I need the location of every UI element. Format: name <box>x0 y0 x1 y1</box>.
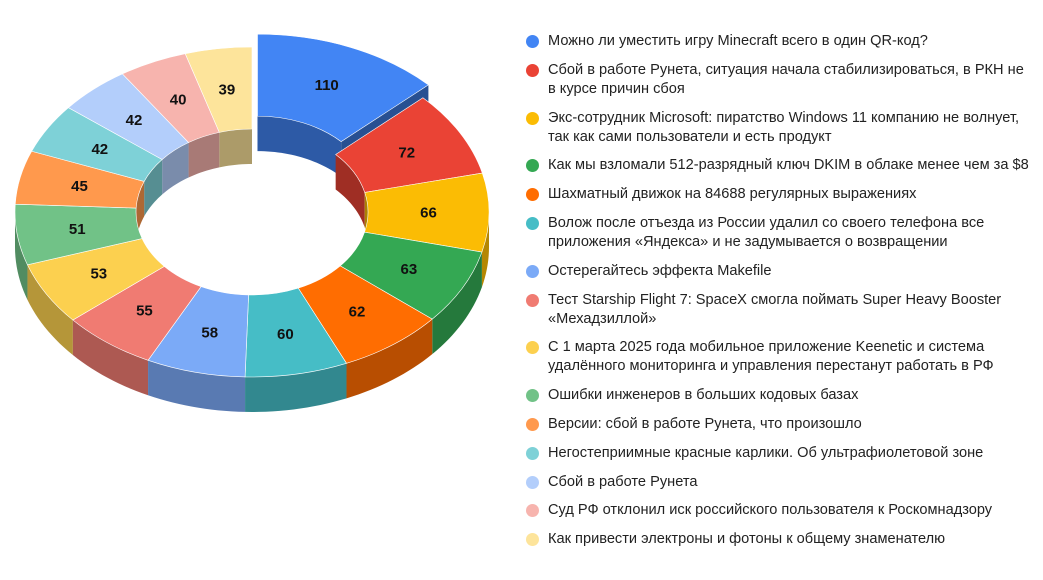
data-label-1: 110 <box>315 77 339 94</box>
slice-side-3 <box>481 212 489 288</box>
legend-label: С 1 марта 2025 года мобильное приложение… <box>548 339 994 375</box>
legend-color-swatch <box>526 504 539 518</box>
legend-color-swatch <box>526 341 539 355</box>
slice-inner-side-1 <box>257 116 342 177</box>
legend-item-2[interactable]: Сбой в работе Рунета, ситуация начала ст… <box>524 61 1034 99</box>
legend-color-swatch <box>526 264 539 278</box>
data-label-11: 45 <box>71 178 88 195</box>
data-label-15: 39 <box>219 81 236 98</box>
legend-item-13[interactable]: Сбой в работе Рунета <box>524 473 1034 492</box>
legend-label: Суд РФ отклонил иск российского пользова… <box>548 502 993 519</box>
chart-area: 110 72 66 63 62 60 58 55 53 51 45 42 42 40 39 <box>0 0 505 580</box>
legend-item-3[interactable]: Экс-сотрудник Microsoft: пиратство Windo… <box>524 109 1034 147</box>
legend-color-swatch <box>526 446 539 460</box>
legend-label: Остерегайтесь эффекта Makefile <box>548 262 772 279</box>
data-label-12: 42 <box>91 141 108 158</box>
legend-label: Версии: сбой в работе Рунета, что произо… <box>548 415 862 432</box>
data-label-5: 62 <box>349 304 366 321</box>
legend-label: Сбой в работе Рунета, ситуация начала ст… <box>548 61 1024 97</box>
slice-15[interactable] <box>184 46 253 133</box>
legend-color-swatch <box>526 159 539 173</box>
legend-item-11[interactable]: Версии: сбой в работе Рунета, что произо… <box>524 415 1034 434</box>
data-label-2: 72 <box>398 144 415 161</box>
legend-color-swatch <box>526 417 539 431</box>
chart-slice-tops <box>14 33 490 378</box>
legend-label: Тест Starship Flight 7: SpaceX смогла по… <box>548 291 1002 327</box>
data-label-9: 53 <box>90 266 107 283</box>
slice-1[interactable] <box>257 33 429 142</box>
chart-slice-sides <box>15 84 489 412</box>
chart-legend: Можно ли уместить игру Minecraft всего в… <box>524 32 1034 559</box>
legend-item-14[interactable]: Суд РФ отклонил иск российского пользова… <box>524 501 1034 520</box>
legend-color-swatch <box>526 475 539 489</box>
chart-data-labels: 110 72 66 63 62 60 58 55 53 51 45 42 42 40 39 <box>69 77 437 343</box>
legend-color-swatch <box>526 63 539 77</box>
legend-item-15[interactable]: Как привести электроны и фотоны к общему… <box>524 530 1034 549</box>
legend-label: Как привести электроны и фотоны к общему… <box>548 531 946 548</box>
data-label-13: 42 <box>126 112 143 129</box>
legend-color-swatch <box>526 293 539 307</box>
legend-item-4[interactable]: Как мы взломали 512-разрядный ключ DKIM … <box>524 156 1034 175</box>
legend-item-12[interactable]: Негостеприимные красные карлики. Об ульт… <box>524 444 1034 463</box>
slice-inner-side-14 <box>188 132 220 178</box>
legend-color-swatch <box>526 188 539 202</box>
slice-inner-side-15 <box>219 129 252 168</box>
legend-item-5[interactable]: Шахматный движок на 84688 регулярных выр… <box>524 185 1034 204</box>
legend-color-swatch <box>526 111 539 125</box>
legend-item-8[interactable]: Тест Starship Flight 7: SpaceX смогла по… <box>524 291 1034 329</box>
legend-item-6[interactable]: Волож после отъезда из России удалил со … <box>524 214 1034 252</box>
data-label-4: 63 <box>401 261 418 278</box>
slice-side-7 <box>148 360 246 412</box>
data-label-3: 66 <box>420 204 437 221</box>
data-label-14: 40 <box>170 91 187 108</box>
legend-item-7[interactable]: Остерегайтесь эффекта Makefile <box>524 262 1034 281</box>
data-label-7: 58 <box>201 324 218 341</box>
legend-label: Ошибки инженеров в больших кодовых базах <box>548 387 859 404</box>
legend-item-9[interactable]: С 1 марта 2025 года мобильное приложение… <box>524 338 1034 376</box>
legend-label: Негостеприимные красные карлики. Об ульт… <box>548 444 984 461</box>
slice-side-6 <box>245 363 347 412</box>
slice-side-10 <box>15 212 28 300</box>
legend-label: Можно ли уместить игру Minecraft всего в… <box>548 33 928 49</box>
slice-side-5 <box>346 319 433 399</box>
legend-label: Как мы взломали 512-разрядный ключ DKIM … <box>548 157 1029 174</box>
legend-label: Волож после отъезда из России удалил со … <box>548 214 985 250</box>
slice-inner-side-13 <box>162 142 189 195</box>
data-label-8: 55 <box>136 302 153 319</box>
slice-side-9 <box>27 264 73 356</box>
legend-item-1[interactable]: Можно ли уместить игру Minecraft всего в… <box>524 32 1034 51</box>
legend-color-swatch <box>526 533 539 547</box>
legend-label: Сбой в работе Рунета <box>548 473 698 490</box>
legend-item-10[interactable]: Ошибки инженеров в больших кодовых базах <box>524 386 1034 405</box>
data-label-10: 51 <box>69 221 86 238</box>
legend-color-swatch <box>526 216 539 230</box>
legend-label: Шахматный движок на 84688 регулярных выр… <box>548 186 917 203</box>
donut-chart: 110 72 66 63 62 60 58 55 53 51 45 42 42 40 39 <box>14 33 490 412</box>
slice-side-8 <box>72 320 149 396</box>
data-label-6: 60 <box>277 326 294 343</box>
legend-color-swatch <box>526 35 539 48</box>
slice-inner-side-12 <box>144 159 163 217</box>
legend-color-swatch <box>526 389 539 403</box>
slice-inner-side-2 <box>335 154 365 228</box>
legend-label: Экс-сотрудник Microsoft: пиратство Windo… <box>548 109 1020 145</box>
